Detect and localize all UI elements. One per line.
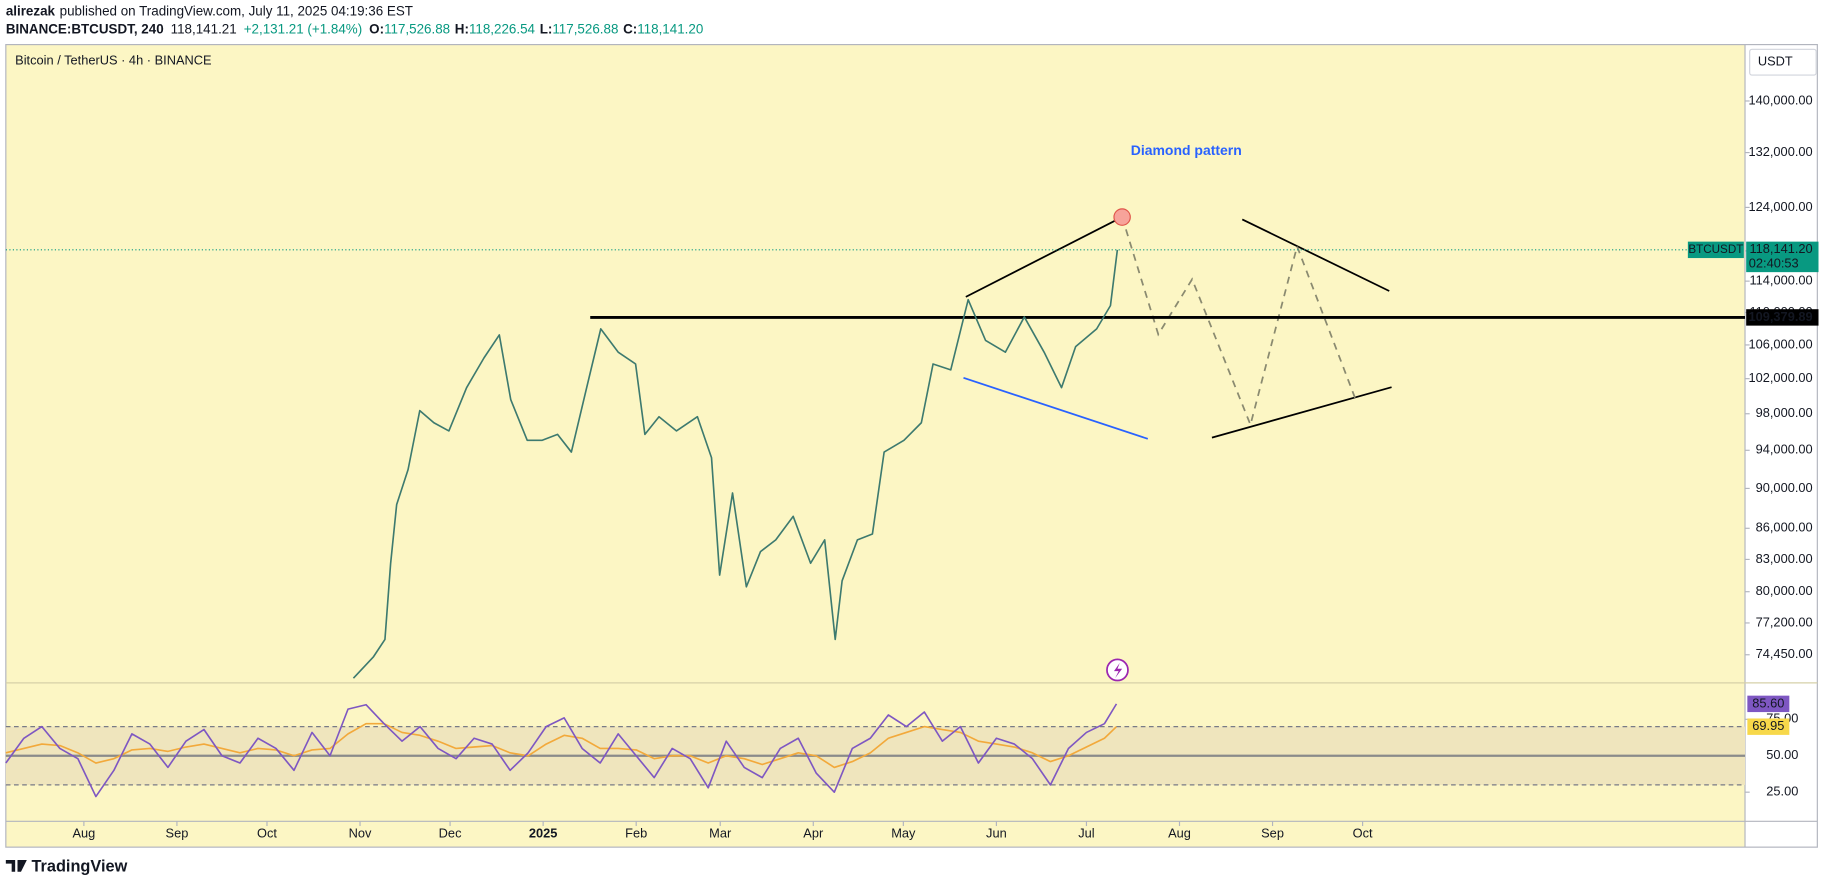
y-tick-label: 132,000.00 bbox=[1748, 144, 1812, 159]
ticker-line: BINANCE:BTCUSDT, 240 118,141.21 +2,131.21 … bbox=[6, 21, 703, 36]
x-tick-label: Aug bbox=[1168, 826, 1191, 841]
annotation: Diamond pattern bbox=[1131, 142, 1242, 158]
trend-line bbox=[1241, 218, 1390, 292]
open: 117,526.88 bbox=[384, 21, 450, 36]
logo-icon bbox=[5, 860, 27, 872]
trend-line bbox=[1211, 386, 1392, 439]
x-tick-label: Sep bbox=[1261, 826, 1284, 841]
drawings bbox=[963, 208, 1392, 682]
x-tick-label: Jul bbox=[1078, 826, 1094, 841]
y-tick-label: 114,000.00 bbox=[1749, 273, 1812, 288]
countdown: 02:40:53 bbox=[1749, 255, 1799, 270]
x-tick-label: Dec bbox=[439, 826, 462, 841]
x-tick-label: Feb bbox=[625, 826, 647, 841]
x-tick-label: Mar bbox=[709, 826, 732, 841]
last-price-label: 118,141.20 bbox=[1749, 241, 1812, 256]
rsi-last-label: 85.60 bbox=[1752, 695, 1784, 710]
marker-circle bbox=[1113, 208, 1131, 226]
rsi-band-layer bbox=[5, 726, 1746, 786]
x-tick-label: Oct bbox=[257, 826, 277, 841]
chart-title: Bitcoin / TetherUS · 4h · BINANCE bbox=[15, 52, 212, 67]
author: alirezak bbox=[6, 3, 56, 18]
x-tick-label: May bbox=[891, 826, 916, 841]
low: 117,526.88 bbox=[552, 21, 618, 36]
change: +2,131.21 (+1.84%) bbox=[244, 21, 362, 36]
y-tick-label: 80,000.00 bbox=[1756, 583, 1813, 598]
y-tick-label: 25.00 bbox=[1766, 784, 1798, 799]
y-tick-label: 74,450.00 bbox=[1756, 646, 1813, 661]
currency-box[interactable] bbox=[1749, 48, 1817, 76]
projection-path bbox=[1121, 216, 1357, 428]
y-tick-label: 50.00 bbox=[1766, 747, 1798, 762]
high: 118,226.54 bbox=[469, 21, 536, 36]
series-line bbox=[5, 722, 1118, 769]
close: 118,141.20 bbox=[637, 21, 703, 36]
y-tick-label: 102,000.00 bbox=[1748, 370, 1812, 385]
x-tick-label: Apr bbox=[803, 826, 824, 841]
last-price-box bbox=[1746, 241, 1819, 273]
currency: USDT bbox=[1758, 54, 1793, 69]
published: published on TradingView.com, July 11, 2… bbox=[60, 3, 413, 18]
last: 118,141.21 bbox=[171, 21, 237, 36]
y-tick-label: 124,000.00 bbox=[1748, 199, 1812, 214]
x-tick-label: Oct bbox=[1353, 826, 1373, 841]
publish-line: alirezak published on TradingView.com, Ju… bbox=[6, 3, 413, 18]
x-tick-label: Aug bbox=[72, 826, 95, 841]
x-tick-label: Jun bbox=[986, 826, 1007, 841]
symbol-label-box bbox=[1687, 241, 1744, 259]
y-tick-label: 94,000.00 bbox=[1756, 442, 1813, 457]
y-tick-label: 83,000.00 bbox=[1756, 551, 1813, 566]
y-tick-label: 98,000.00 bbox=[1756, 405, 1813, 420]
x-tick-label: Nov bbox=[349, 826, 372, 841]
high-label: H: bbox=[455, 21, 469, 36]
chart-border bbox=[5, 44, 1818, 848]
y-tick-label: 86,000.00 bbox=[1756, 520, 1813, 535]
chart-background bbox=[5, 44, 1746, 848]
open-label: O: bbox=[369, 21, 384, 36]
y-tick-label: 106,000.00 bbox=[1748, 336, 1812, 351]
rsi-last-box bbox=[1747, 695, 1790, 713]
y-tick-label: 90,000.00 bbox=[1756, 480, 1813, 495]
trend-line bbox=[965, 216, 1123, 298]
series-line bbox=[5, 703, 1118, 798]
symbol-label: BTCUSDT bbox=[1688, 243, 1743, 256]
series-line bbox=[352, 249, 1119, 679]
close-label: C: bbox=[623, 21, 637, 36]
x-tick-label: Sep bbox=[166, 826, 189, 841]
rsi-last-box bbox=[1747, 718, 1790, 735]
brand: TradingView bbox=[31, 857, 127, 875]
level-label: 109,379.89 bbox=[1748, 309, 1812, 324]
trend-line bbox=[963, 376, 1149, 440]
symbol: BINANCE:BTCUSDT, 240 bbox=[6, 21, 164, 36]
y-tick-label: 77,200.00 bbox=[1756, 614, 1813, 629]
brand-logo bbox=[5, 860, 27, 872]
x-tick-label: 2025 bbox=[529, 826, 558, 841]
event-bolt bbox=[1113, 662, 1123, 679]
rsi-last-label: 69.95 bbox=[1752, 718, 1784, 733]
y-tick-label: 140,000.00 bbox=[1748, 92, 1812, 107]
low-label: L: bbox=[540, 21, 553, 36]
level-label-box bbox=[1746, 309, 1819, 326]
